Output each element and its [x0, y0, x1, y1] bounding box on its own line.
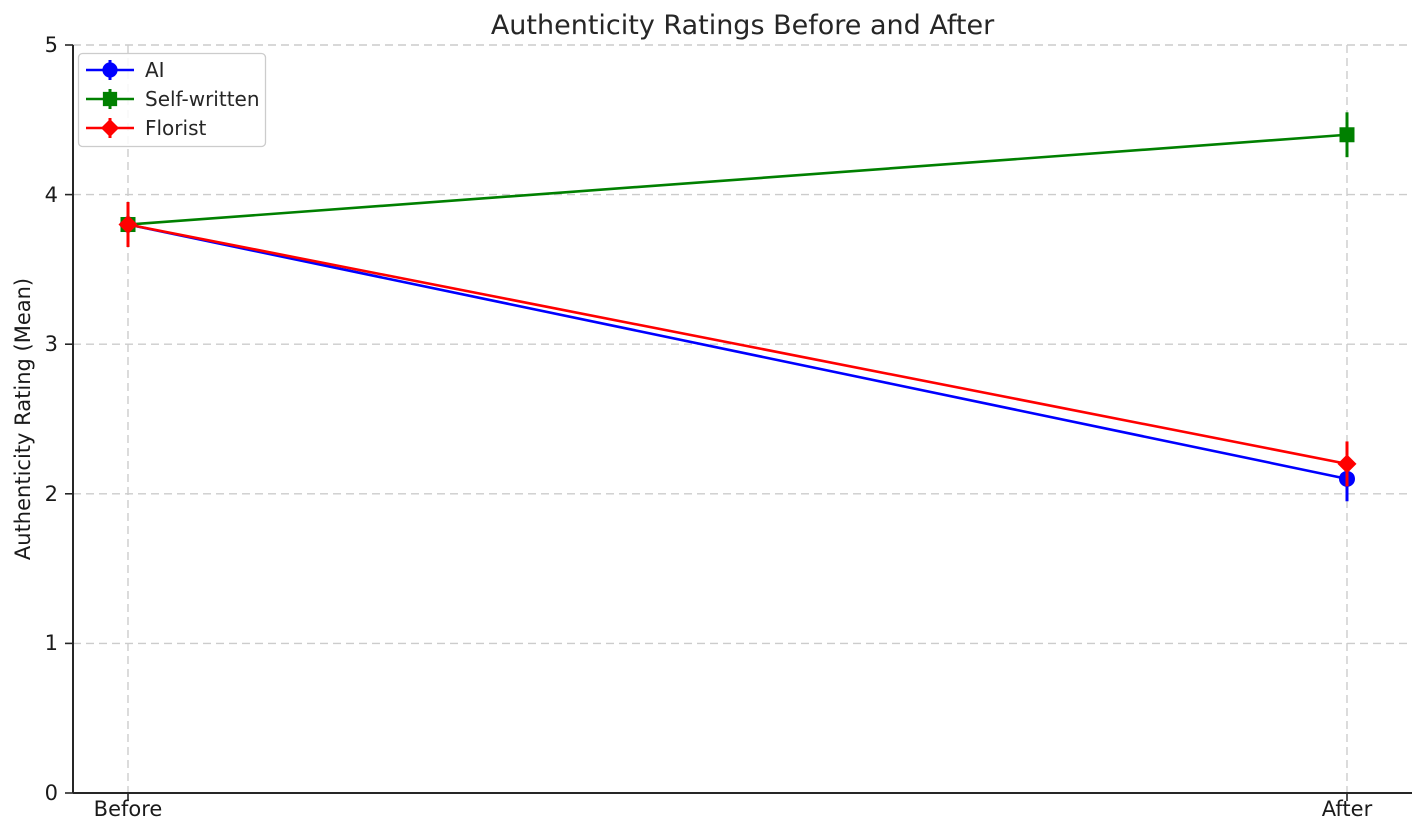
y-tick-label: 0 — [44, 781, 58, 805]
legend-label-Self-written: Self-written — [145, 87, 260, 111]
legend-marker-Self-written — [102, 91, 118, 107]
y-tick-label: 4 — [44, 182, 58, 207]
y-tick-label: 3 — [44, 332, 58, 357]
series-marker-Florist — [1337, 454, 1357, 474]
legend-marker-Florist — [100, 118, 120, 138]
x-tick-label: Before — [93, 797, 163, 821]
y-tick-label: 2 — [44, 481, 58, 506]
legend-label-AI: AI — [145, 58, 165, 82]
legend-marker-AI — [102, 62, 118, 78]
series-marker-Self-written — [1339, 127, 1355, 143]
legend-label-Florist: Florist — [145, 116, 207, 140]
chart-title: Authenticity Ratings Before and After — [490, 10, 995, 41]
series-line-Florist — [127, 223, 1348, 466]
legend-frame — [77, 52, 267, 148]
series-marker-Florist — [118, 215, 138, 235]
series-line-AI — [127, 223, 1348, 481]
y-tick-label: 1 — [44, 631, 58, 656]
x-tick-label: After — [1321, 797, 1373, 821]
y-tick-label: 5 — [44, 33, 58, 57]
series-line-Self-written — [127, 133, 1348, 226]
